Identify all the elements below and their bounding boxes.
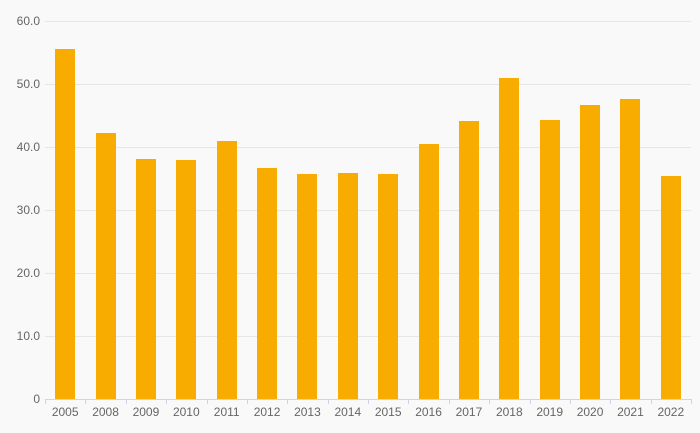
bar-2011 <box>216 140 237 399</box>
x-axis-tick-label: 2015 <box>374 405 402 419</box>
y-gridline <box>45 210 691 211</box>
x-axis-tick-label: 2013 <box>294 405 321 419</box>
x-axis-tick-label: 2021 <box>617 405 644 419</box>
x-axis-tick-mark <box>246 399 248 404</box>
x-axis-tick-mark <box>691 399 692 404</box>
x-axis-tick-label: 2019 <box>536 405 564 419</box>
x-axis-tick-mark <box>125 399 127 404</box>
x-axis-tick-mark <box>166 399 168 404</box>
x-axis-tick-label: 2020 <box>576 405 604 419</box>
x-axis-tick-label: 2009 <box>132 405 160 419</box>
x-axis-tick-mark <box>368 399 369 404</box>
x-axis-tick-mark <box>489 399 491 404</box>
x-axis-tick-mark <box>206 399 208 404</box>
bar-2012 <box>257 167 278 399</box>
y-gridline <box>45 21 691 22</box>
x-axis-tick-mark <box>529 399 531 404</box>
bar-2020 <box>580 105 601 399</box>
x-axis-tick-label: 2016 <box>415 405 442 419</box>
x-axis-tick-label: 2017 <box>455 405 483 419</box>
x-axis-tick-mark <box>327 399 329 404</box>
y-axis-tick-label: 30.0 <box>16 203 40 217</box>
x-axis-tick-label: 2008 <box>92 405 119 419</box>
x-axis-tick-label: 2012 <box>253 405 281 419</box>
y-axis-tick-label: 0 <box>33 392 40 406</box>
bar-2016 <box>418 144 439 399</box>
y-gridline <box>45 336 691 337</box>
x-axis-tick-mark <box>650 399 652 404</box>
x-axis-tick-mark <box>408 399 410 404</box>
x-axis-tick-label: 2022 <box>657 405 685 419</box>
x-axis-tick-label: 2010 <box>172 405 200 419</box>
bar-2014 <box>337 172 358 399</box>
x-axis-tick-label: 2014 <box>334 405 362 419</box>
x-axis-tick-label: 2005 <box>51 405 79 419</box>
y-axis-tick-label: 60.0 <box>16 14 40 28</box>
y-gridline <box>45 147 691 148</box>
x-axis-tick-label: 2018 <box>495 405 523 419</box>
x-axis-tick-mark <box>287 399 289 404</box>
x-axis-tick-mark <box>85 399 87 404</box>
bar-2015 <box>378 174 399 399</box>
bar-2017 <box>458 121 479 399</box>
bar-2010 <box>176 160 197 399</box>
bar-2013 <box>297 174 318 399</box>
bar-2022 <box>660 175 681 399</box>
bar-2009 <box>135 158 156 399</box>
y-axis-tick-label: 40.0 <box>16 140 40 154</box>
y-axis-tick-label: 50.0 <box>16 77 40 91</box>
y-gridline <box>45 273 691 274</box>
x-axis-tick-mark <box>448 399 450 404</box>
x-axis-tick-mark <box>45 399 46 404</box>
x-axis-tick-mark <box>569 399 571 404</box>
bar-2008 <box>95 132 116 399</box>
bar-2018 <box>499 78 520 399</box>
bar-2021 <box>620 99 641 399</box>
y-gridline <box>45 84 691 85</box>
x-axis-tick-mark <box>610 399 612 404</box>
y-axis-tick-label: 20.0 <box>16 266 40 280</box>
y-axis-tick-label: 10.0 <box>16 329 40 343</box>
bar-2005 <box>55 49 76 399</box>
x-axis-tick-label: 2011 <box>213 405 240 419</box>
bar-2019 <box>539 119 560 399</box>
